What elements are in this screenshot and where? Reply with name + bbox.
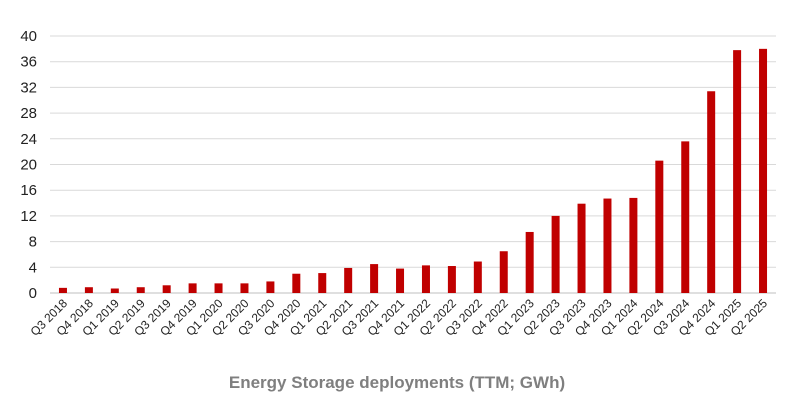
y-tick-label: 24 xyxy=(20,131,37,148)
bar xyxy=(421,265,430,293)
y-axis-ticks: 0 4 8 12 16 20 24 28 32 36 40 xyxy=(20,28,37,302)
bar xyxy=(318,273,327,293)
y-tick-label: 0 xyxy=(29,285,37,302)
bar xyxy=(110,288,119,293)
bar xyxy=(136,287,145,293)
bar xyxy=(525,231,534,293)
bar xyxy=(344,267,353,293)
bar xyxy=(551,215,560,293)
bar xyxy=(188,283,197,293)
bar xyxy=(603,198,612,293)
bar xyxy=(707,91,716,293)
y-tick-label: 16 xyxy=(20,182,37,199)
bar xyxy=(759,48,768,293)
y-tick-label: 4 xyxy=(29,259,37,276)
bar xyxy=(162,285,171,293)
bar xyxy=(733,50,742,294)
bar xyxy=(58,287,67,293)
y-tick-label: 36 xyxy=(20,54,37,71)
y-tick-label: 20 xyxy=(20,157,37,174)
bar xyxy=(577,203,586,293)
y-tick-label: 28 xyxy=(20,105,37,122)
bar xyxy=(240,283,249,293)
bar xyxy=(447,266,456,293)
bar xyxy=(499,251,508,293)
bar xyxy=(214,283,223,293)
bar xyxy=(473,261,482,293)
x-axis-label: Energy Storage deployments (TTM; GWh) xyxy=(229,373,565,392)
bar xyxy=(681,141,690,293)
bar xyxy=(84,287,93,293)
y-tick-label: 32 xyxy=(20,79,37,96)
bar xyxy=(266,281,275,293)
bar xyxy=(655,160,664,293)
bar xyxy=(396,268,405,293)
bar xyxy=(292,273,301,293)
bars xyxy=(58,48,768,294)
y-tick-label: 8 xyxy=(29,234,37,251)
y-tick-label: 40 xyxy=(20,28,37,45)
bar xyxy=(629,197,638,293)
bar xyxy=(370,264,379,293)
gridlines xyxy=(50,35,776,294)
y-tick-label: 12 xyxy=(20,208,37,225)
